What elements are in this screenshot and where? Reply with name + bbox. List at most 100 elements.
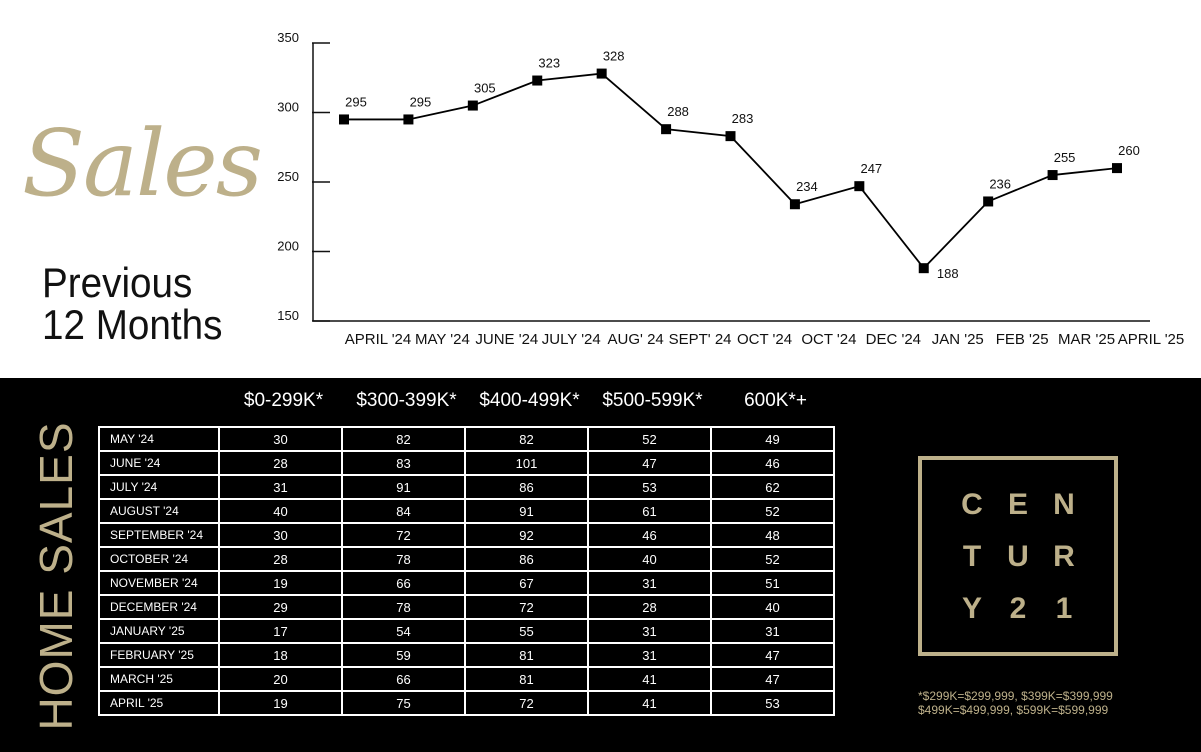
sales-count-cell: 52 [710,498,835,524]
data-point-marker [789,199,800,210]
sales-line [344,72,1118,270]
logo-row-2: T U R [922,540,1114,580]
data-point-marker [339,114,349,125]
data-label: 305 [474,81,496,96]
sales-count-cell: 47 [587,450,712,476]
data-label: 188 [937,266,959,281]
data-label: 234 [796,179,818,194]
sales-count-cell: 51 [710,570,835,596]
sales-count-cell: 61 [587,498,712,524]
logo-letter: N [1053,488,1075,521]
sales-count-cell: 91 [341,474,466,500]
table-row: JANUARY '25 17 54 55 31 31 [98,618,835,644]
col-header-300-399k: $300-399K* [356,390,457,411]
row-month-cell: APRIL '25 [98,690,220,716]
sales-count-cell: 40 [587,546,712,572]
footnote-line-1: *$299K=$299,999, $399K=$399,999 [918,689,1113,703]
sales-count-cell: 78 [341,594,466,620]
sales-count-cell: 40 [710,594,835,620]
sales-count-cell: 53 [587,474,712,500]
row-month-cell: OCTOBER '24 [98,546,220,572]
y-tick-label: 150 [277,308,299,323]
sales-count-cell: 31 [587,570,712,596]
sales-count-cell: 67 [464,570,589,596]
subtitle-line-1: Previous [42,259,193,306]
sales-count-cell: 28 [218,546,343,572]
sales-count-cell: 81 [464,666,589,692]
data-labels: 295 295 305 323 328 288 283 234 247 188 236 255 260 [345,49,1140,282]
sales-count-cell: 84 [341,498,466,524]
logo-letter: Y [961,592,982,625]
x-tick-label: OCT '24 [801,331,856,348]
table-row: SEPTEMBER '24 30 72 92 46 48 [98,522,835,548]
sales-line-chart: 350 300 250 200 150 APRIL '24 MAY '24 JUNE '24… [277,30,1185,348]
sales-count-cell: 54 [341,618,466,644]
sales-count-cell: 75 [341,690,466,716]
home-sales-table: MAY '24 30 82 82 52 49 JUNE '24 28 83 101 47 46 JULY… [98,426,835,716]
sales-count-cell: 20 [218,666,343,692]
x-tick-label: MAY '24 [415,331,470,348]
y-tick-label: 350 [277,30,299,45]
sales-count-cell: 55 [464,618,589,644]
sales-count-cell: 41 [587,690,712,716]
data-point-marker [725,131,736,142]
row-month-cell: DECEMBER '24 [98,594,220,620]
table-row: AUGUST '24 40 84 91 61 52 [98,498,835,524]
data-label: 236 [989,176,1011,191]
row-month-cell: JANUARY '25 [98,618,220,644]
x-tick-label: JAN '25 [932,331,984,348]
data-label: 283 [732,111,754,126]
sales-count-cell: 18 [218,642,343,668]
sales-count-cell: 49 [710,426,835,452]
row-month-cell: NOVEMBER '24 [98,570,220,596]
table-row: DECEMBER '24 29 78 72 28 40 [98,594,835,620]
y-axis-ticks: 350 300 250 200 150 [277,30,330,323]
sales-series [339,68,1122,274]
sales-count-cell: 19 [218,690,343,716]
subtitle-line-2: 12 Months [42,301,223,348]
y-tick-label: 200 [277,239,299,254]
col-header-500-599k: $500-599K* [602,390,703,411]
sales-count-cell: 101 [464,450,589,476]
sales-count-cell: 31 [710,618,835,644]
sales-count-cell: 41 [587,666,712,692]
table-row: MAY '24 30 82 82 52 49 [98,426,835,452]
data-label: 255 [1054,150,1076,165]
logo-letter: R [1053,540,1075,573]
chart-section: Sales Previous 12 Months 350 300 250 200 150… [22,30,1185,348]
logo-letter: T [962,540,982,573]
chart-subtitle: Previous 12 Months [42,262,222,346]
sales-count-cell: 29 [218,594,343,620]
sales-count-cell: 83 [341,450,466,476]
table-row: NOVEMBER '24 19 66 67 31 51 [98,570,835,596]
data-point-marker [532,75,543,86]
sales-count-cell: 17 [218,618,343,644]
sales-count-cell: 86 [464,474,589,500]
sales-count-cell: 86 [464,546,589,572]
table-row: MARCH '25 20 66 81 41 47 [98,666,835,692]
y-tick-label: 300 [277,100,299,115]
sales-count-cell: 19 [218,570,343,596]
sales-count-cell: 82 [341,426,466,452]
table-row: APRIL '25 19 75 72 41 53 [98,690,835,716]
data-label: 247 [860,161,882,176]
sales-count-cell: 72 [464,594,589,620]
table-row: FEBRUARY '25 18 59 81 31 47 [98,642,835,668]
century21-logo: C E N T U R Y 2 1 [918,456,1118,656]
sales-count-cell: 28 [218,450,343,476]
sales-count-cell: 40 [218,498,343,524]
x-tick-label: OCT '24 [737,331,792,348]
price-range-footnote: *$299K=$299,999, $399K=$399,999 $499K=$4… [918,689,1113,717]
logo-letter: U [1007,540,1029,573]
logo-row-3: Y 2 1 [922,592,1114,632]
x-tick-label: SEPT' 24 [669,331,732,348]
data-label: 323 [538,56,560,71]
x-axis-ticks: APRIL '24 MAY '24 JUNE '24 JULY '24 AUG' 24 S… [345,331,1185,348]
sales-count-cell: 91 [464,498,589,524]
data-point-marker [854,181,865,192]
sales-count-cell: 82 [464,426,589,452]
data-point-marker [918,263,929,274]
data-point-marker [661,124,672,135]
sales-count-cell: 47 [710,666,835,692]
row-month-cell: JUNE '24 [98,450,220,476]
